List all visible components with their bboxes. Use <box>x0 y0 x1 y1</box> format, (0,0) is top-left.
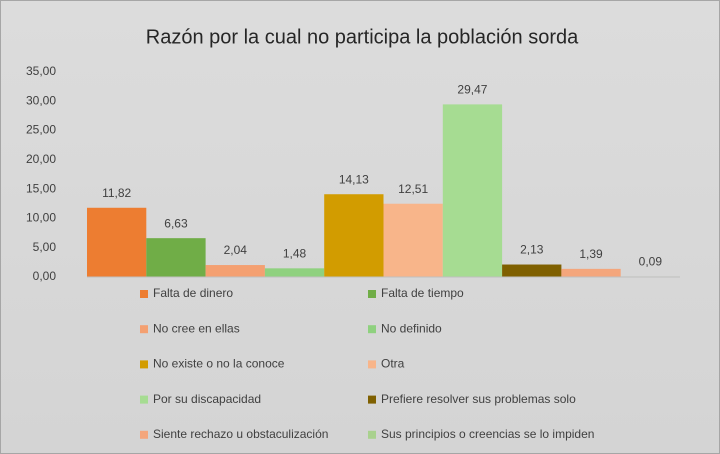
legend-label: Por su discapacidad <box>153 392 261 406</box>
bar <box>146 238 206 277</box>
bar <box>442 104 503 277</box>
legend-swatch <box>140 325 148 334</box>
chart-title: Razón por la cual no participa la poblac… <box>146 26 579 48</box>
legend-label: Falta de dinero <box>153 286 233 300</box>
bar <box>561 268 621 277</box>
y-tick-label: 30,00 <box>26 93 56 107</box>
bar <box>324 194 384 277</box>
legend-label: No cree en ellas <box>153 321 240 335</box>
y-tick-label: 25,00 <box>26 123 56 137</box>
legend-swatch <box>368 360 376 369</box>
y-tick-label: 15,00 <box>26 181 56 195</box>
data-label: 0,09 <box>639 255 663 269</box>
y-tick-label: 10,00 <box>26 211 56 225</box>
y-tick-label: 20,00 <box>26 152 56 166</box>
y-tick-label: 0,00 <box>33 269 57 283</box>
legend-label: No existe o no la conoce <box>153 357 285 371</box>
legend-swatch <box>368 430 376 439</box>
data-label: 1,39 <box>579 247 603 261</box>
legend-label: Sus principios o creencias se lo impiden <box>381 427 594 441</box>
bar <box>383 203 443 277</box>
legend-swatch <box>368 395 376 404</box>
legend-swatch <box>140 395 148 404</box>
data-label: 6,63 <box>164 216 188 230</box>
y-tick-label: 35,00 <box>26 64 56 78</box>
data-label: 12,51 <box>398 182 428 196</box>
bar <box>264 268 325 277</box>
bar <box>87 207 147 277</box>
data-label: 29,47 <box>457 83 487 97</box>
legend-swatch <box>368 290 376 298</box>
data-label: 2,04 <box>224 243 248 257</box>
data-label: 14,13 <box>339 172 369 186</box>
legend-label: Prefiere resolver sus problemas solo <box>381 392 576 406</box>
legend-label: Otra <box>381 357 405 371</box>
legend-label: Falta de tiempo <box>381 286 464 300</box>
legend-swatch <box>140 290 148 298</box>
legend-swatch <box>368 325 376 334</box>
legend-swatch <box>140 430 148 439</box>
data-label: 11,82 <box>102 186 131 200</box>
data-label: 1,48 <box>283 247 307 261</box>
legend-label: No definido <box>381 321 442 335</box>
legend-swatch <box>140 360 148 369</box>
bar <box>502 264 562 277</box>
bar <box>205 265 265 277</box>
legend-label: Siente rechazo u obstaculización <box>153 427 328 441</box>
data-label: 2,13 <box>520 243 544 257</box>
y-tick-label: 5,00 <box>33 240 57 254</box>
